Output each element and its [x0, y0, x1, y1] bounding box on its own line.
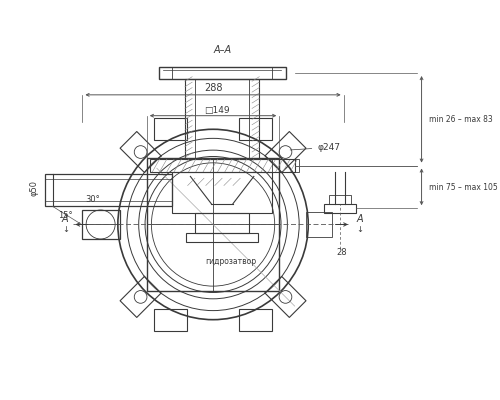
Bar [46, 174, 172, 206]
Text: A–A: A–A [213, 46, 231, 56]
Bar [172, 67, 272, 80]
Text: φ50: φ50 [30, 180, 39, 196]
Text: min 75 – max 105: min 75 – max 105 [429, 183, 498, 192]
Text: ↓: ↓ [62, 226, 69, 234]
Text: ↓: ↓ [356, 226, 364, 234]
Bar [329, 194, 351, 204]
Bar [147, 158, 279, 291]
Bar [185, 80, 260, 159]
Bar [150, 159, 294, 172]
Text: 28: 28 [336, 248, 347, 257]
Text: 15°: 15° [58, 211, 72, 220]
Text: A: A [62, 214, 68, 224]
Text: 30°: 30° [85, 194, 100, 204]
Text: φ247: φ247 [290, 143, 341, 152]
Text: 288: 288 [204, 84, 223, 94]
Bar [154, 309, 187, 330]
Bar [154, 118, 187, 140]
Bar [195, 213, 250, 233]
Bar [324, 204, 356, 213]
Text: □149: □149 [204, 106, 230, 115]
Text: A: A [356, 214, 363, 224]
Bar [240, 118, 272, 140]
Bar [158, 67, 286, 80]
Text: гидрозатвор: гидрозатвор [206, 257, 256, 266]
Bar [82, 210, 120, 239]
Bar [272, 159, 299, 172]
Bar [186, 233, 258, 242]
Bar [306, 212, 332, 237]
Text: min 26 – max 83: min 26 – max 83 [429, 115, 492, 124]
Bar [172, 172, 272, 213]
Bar [240, 309, 272, 330]
